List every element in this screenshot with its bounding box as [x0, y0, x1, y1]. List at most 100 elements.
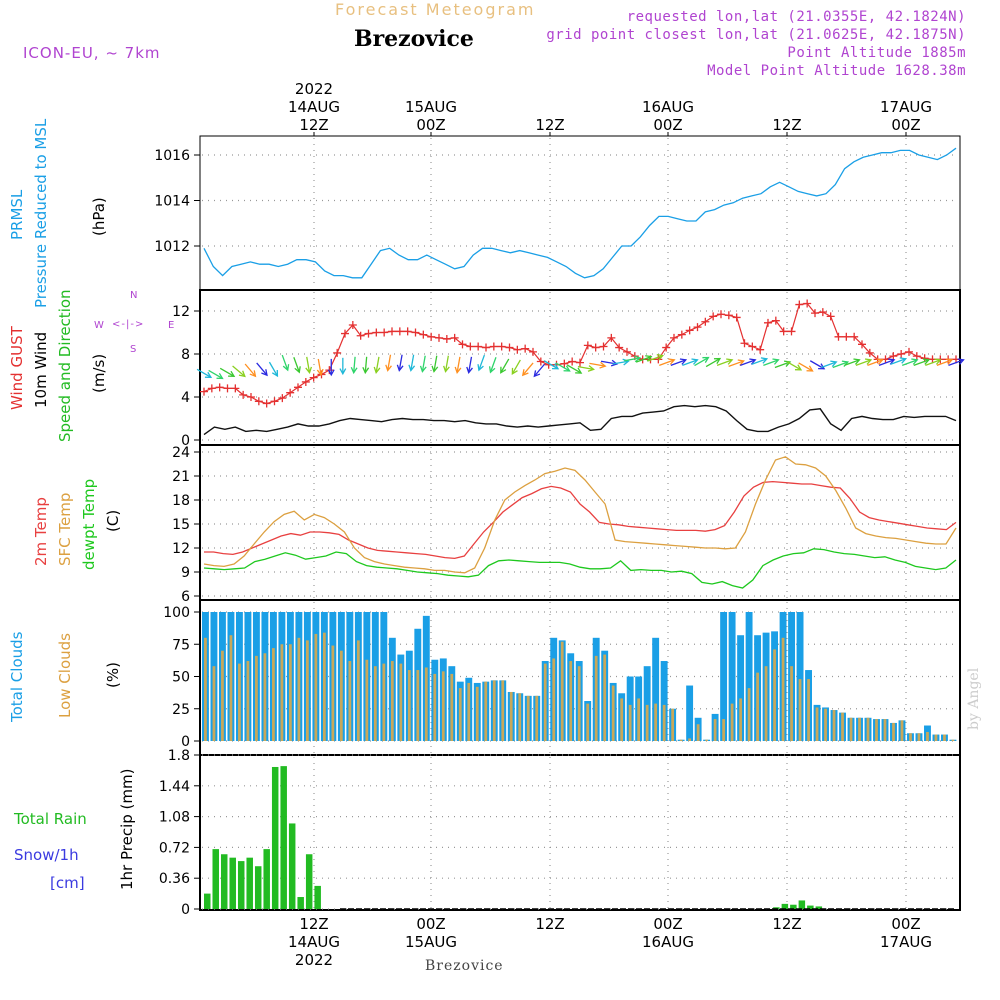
info-requested: requested lon,lat (21.0355E, 42.1824N) [626, 9, 966, 25]
rain-bar [807, 905, 814, 909]
wind-arrow-head [888, 358, 896, 365]
low-clouds-bar [849, 717, 853, 741]
total-clouds-bar [660, 661, 668, 741]
gust-marker [897, 350, 906, 358]
gust-marker [207, 384, 216, 393]
rain-bar [229, 857, 236, 909]
gust-marker [341, 329, 349, 338]
y-tick-label: 21 [172, 469, 190, 485]
wind-arrow [306, 356, 311, 373]
y-tick-label: 8 [181, 347, 190, 363]
wind-arrow [410, 354, 415, 371]
low-clouds-bar [356, 640, 360, 741]
gust-marker [200, 387, 208, 396]
wind-arrow [433, 355, 438, 372]
low-clouds-bar [688, 738, 692, 741]
total-clouds-bar [737, 635, 745, 741]
wind-arrow [786, 361, 802, 371]
rain-bar [815, 906, 823, 909]
wind-arrow [244, 363, 256, 377]
wind-arrow-head [945, 358, 954, 365]
low-clouds-bar [951, 739, 955, 741]
wind-arrow [500, 358, 510, 374]
wind-arrow [268, 361, 278, 377]
low-clouds-bar [637, 698, 641, 741]
low-clouds-bar [900, 720, 904, 741]
wind-arrow [844, 359, 860, 366]
low-clouds-bar [331, 645, 335, 741]
time-label-top: 00Z [653, 116, 682, 134]
wind-arrow [375, 356, 380, 373]
low-clouds-bar [441, 671, 445, 741]
low-clouds-bar [246, 661, 250, 741]
gust-marker [309, 373, 318, 382]
low-clouds-bar [238, 663, 241, 741]
watermark: by Angel [966, 667, 982, 730]
wind-arrow [913, 359, 930, 366]
sfc-temp-label: SFC Temp [56, 492, 74, 566]
pressure-line [203, 147, 957, 279]
low-clouds-bar [390, 661, 394, 741]
rain-bar [798, 900, 806, 909]
gust-marker [223, 384, 232, 393]
gust-marker [693, 323, 702, 332]
wind-arrow [659, 359, 675, 366]
total-clouds-bar [728, 612, 736, 741]
wind-arrow [219, 367, 235, 377]
gust-marker [372, 328, 381, 337]
time-label-top: 15AUG [405, 98, 457, 116]
wind-arrow-head [830, 360, 838, 367]
wind-arrow-head [339, 368, 347, 376]
time-label-bottom: 2022 [295, 951, 333, 969]
wind-arrow [867, 359, 883, 366]
low-clouds-bar [892, 722, 895, 741]
low-clouds-bar [221, 650, 224, 741]
wind-speed-line [203, 404, 957, 436]
low-clouds-bar [679, 739, 683, 741]
gust-marker [403, 327, 412, 336]
wind-arrow-head [521, 369, 529, 377]
wind-arrow [387, 354, 392, 371]
low-clouds-bar [365, 659, 369, 741]
y-tick-label: 1.08 [159, 810, 190, 826]
sfc-temp-line [203, 456, 957, 574]
gust-marker [779, 327, 788, 336]
gust-marker [787, 327, 796, 336]
gust-marker [607, 333, 616, 342]
gust-marker [262, 399, 271, 408]
wind-arrow-head [228, 370, 236, 377]
wind-arrow-head [749, 358, 757, 365]
wind-arrow [832, 361, 849, 369]
gust-marker [709, 312, 718, 321]
wind-arrow [936, 359, 953, 366]
wind-arrow [577, 365, 594, 371]
wind-arrow [855, 359, 872, 366]
low-clouds-bar [934, 734, 938, 741]
low-clouds-bar [705, 739, 708, 741]
y-tick-label: 18 [172, 493, 190, 509]
gust-marker [450, 333, 459, 342]
speed-direction-label: Speed and Direction [56, 289, 74, 442]
rain-bar [280, 766, 287, 909]
wind-arrow [740, 359, 756, 366]
wind-arrow [232, 365, 246, 377]
low-clouds-bar [645, 704, 649, 741]
low-clouds-bar [883, 719, 887, 741]
gust-marker [513, 345, 522, 354]
gust-marker [724, 311, 733, 320]
total-clouds-bar [686, 685, 694, 741]
rain-bar [305, 854, 313, 909]
compass-e: E [168, 320, 175, 331]
rain-bar [254, 866, 262, 909]
wind-arrow [694, 356, 709, 367]
wind-arrow [281, 354, 289, 371]
low-clouds-bar [858, 717, 861, 741]
gust-marker [497, 342, 506, 351]
gust-marker [560, 359, 569, 368]
wind-arrow-head [622, 358, 630, 366]
low-clouds-bar [204, 637, 207, 741]
wind-arrow-head [957, 358, 965, 365]
wind-arrow-head [385, 364, 392, 372]
gust-marker [576, 358, 584, 367]
